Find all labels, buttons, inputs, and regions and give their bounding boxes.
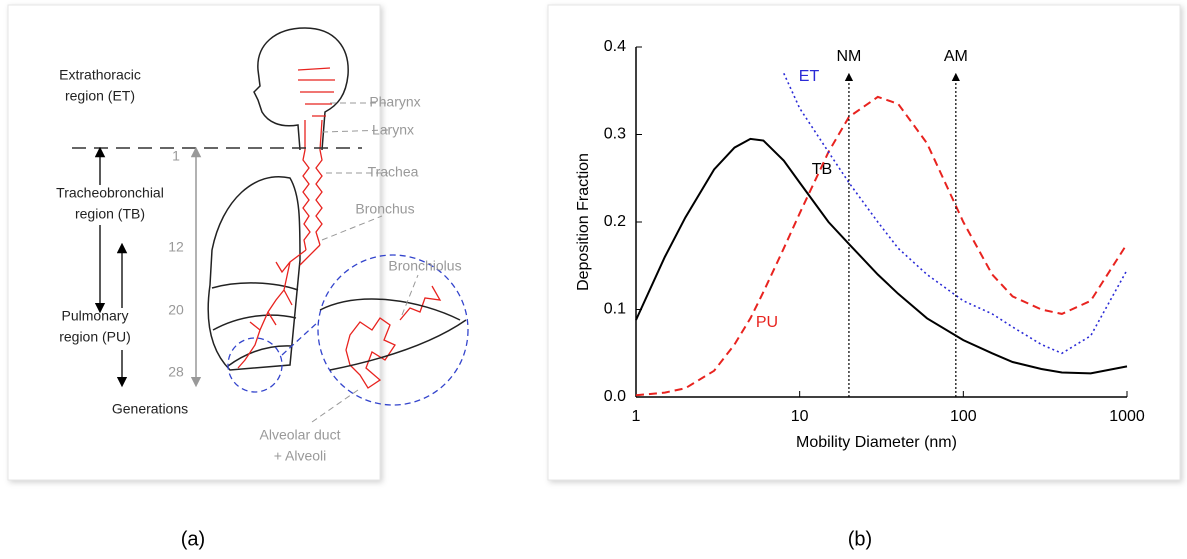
series-label: PU [756,314,778,331]
diagram-label: region (PU) [59,329,131,345]
generation-label: 1 [172,148,180,164]
y-tick-label: 0.1 [604,301,626,318]
y-tick-label: 0.0 [604,388,626,405]
panel-b [548,5,1180,480]
figure: Extrathoracic region (ET) Tracheobronchial… [0,0,1187,554]
diagram-label: Larynx [372,122,414,138]
y-tick-label: 0.4 [604,38,626,55]
x-tick-label: 10 [791,408,809,425]
diagram-label: region (TB) [75,206,145,222]
diagram-label: Pulmonary [62,308,129,324]
diagram-label: Alveolar duct [260,427,341,443]
diagram-label: + Alveoli [274,448,327,464]
x-tick-label: 1 [632,408,641,425]
caption: (a) [181,528,205,550]
diagram-label: Pharynx [369,94,420,110]
diagram-label: Tracheobronchial [56,185,164,201]
generation-label: 20 [168,302,184,318]
series-label: ET [799,68,820,85]
annotation-label: AM [944,48,968,65]
generation-label: 28 [168,364,184,380]
x-tick-label: 1000 [1109,408,1145,425]
diagram-label: Extrathoracic [59,67,141,83]
caption: (b) [848,528,872,550]
y-tick-label: 0.2 [604,213,626,230]
y-axis-label: Deposition Fraction [575,153,592,291]
annotation-label: NM [836,48,861,65]
generation-label: 12 [168,239,184,255]
diagram-label: Bronchiolus [388,258,461,274]
diagram-label: Trachea [368,164,419,180]
y-tick-label: 0.3 [604,126,626,143]
diagram-label: Bronchus [355,201,414,217]
diagram-label: region (ET) [65,88,135,104]
x-axis-label: Mobility Diameter (nm) [796,434,957,451]
x-tick-label: 100 [950,408,977,425]
diagram-label: Generations [112,401,188,417]
